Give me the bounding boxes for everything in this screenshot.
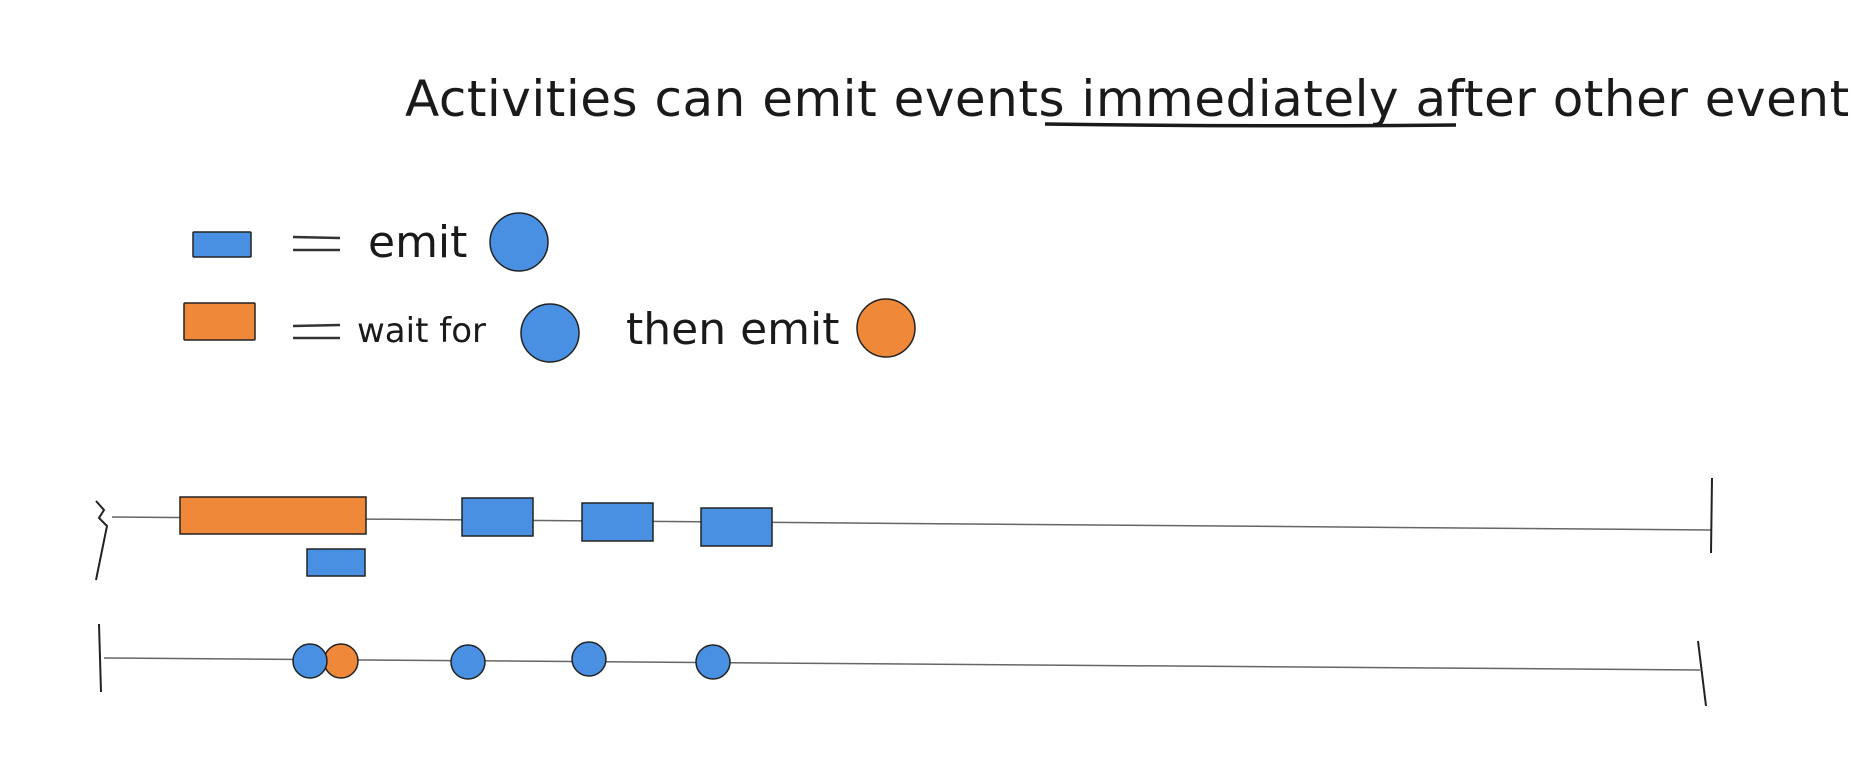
- timeline-end-tick: [1710, 477, 1713, 554]
- timeline-start-tick: [95, 500, 109, 581]
- diagram-title: Activities can emit events immediately a…: [405, 70, 1850, 128]
- equals-icon: [292, 235, 341, 252]
- blue-event-circle: [292, 643, 328, 679]
- orange-event-circle: [323, 643, 359, 679]
- orange-circle-icon: [856, 298, 916, 358]
- events-timeline: [98, 623, 1707, 707]
- events-axis-line: [103, 657, 1701, 671]
- title-emphasis-underline: [1044, 122, 1457, 128]
- blue-event-circle: [450, 644, 486, 680]
- blue-circle-icon: [489, 212, 549, 272]
- events-end-tick: [1697, 640, 1707, 707]
- activities-timeline: [95, 477, 1713, 581]
- title-after: other events: [1536, 70, 1850, 128]
- timeline-axis-line: [111, 516, 1713, 531]
- blue-event-circle: [571, 641, 607, 677]
- legend-then-emit-label: then emit: [626, 304, 840, 355]
- legend-wait-for-label: wait for: [357, 311, 486, 351]
- legend-wait-then-emit: wait for then emit: [183, 298, 916, 363]
- blue-activity-block: [581, 502, 654, 542]
- events-start-tick: [98, 623, 102, 693]
- blue-event-circle: [695, 644, 731, 680]
- blue-activity-block: [461, 497, 534, 537]
- blue-rectangle-icon: [192, 231, 252, 258]
- title-emphasis: immediately after: [1081, 70, 1536, 128]
- legend-emit-label: emit: [368, 217, 467, 268]
- blue-circle-icon: [520, 303, 580, 363]
- blue-activity-block: [306, 548, 366, 577]
- orange-activity-block: [179, 496, 367, 535]
- blue-activity-block: [700, 507, 773, 547]
- equals-icon: [292, 323, 341, 340]
- title-before: Activities can emit events: [405, 70, 1081, 128]
- orange-rectangle-icon: [183, 302, 256, 341]
- legend-emit: emit: [192, 212, 549, 272]
